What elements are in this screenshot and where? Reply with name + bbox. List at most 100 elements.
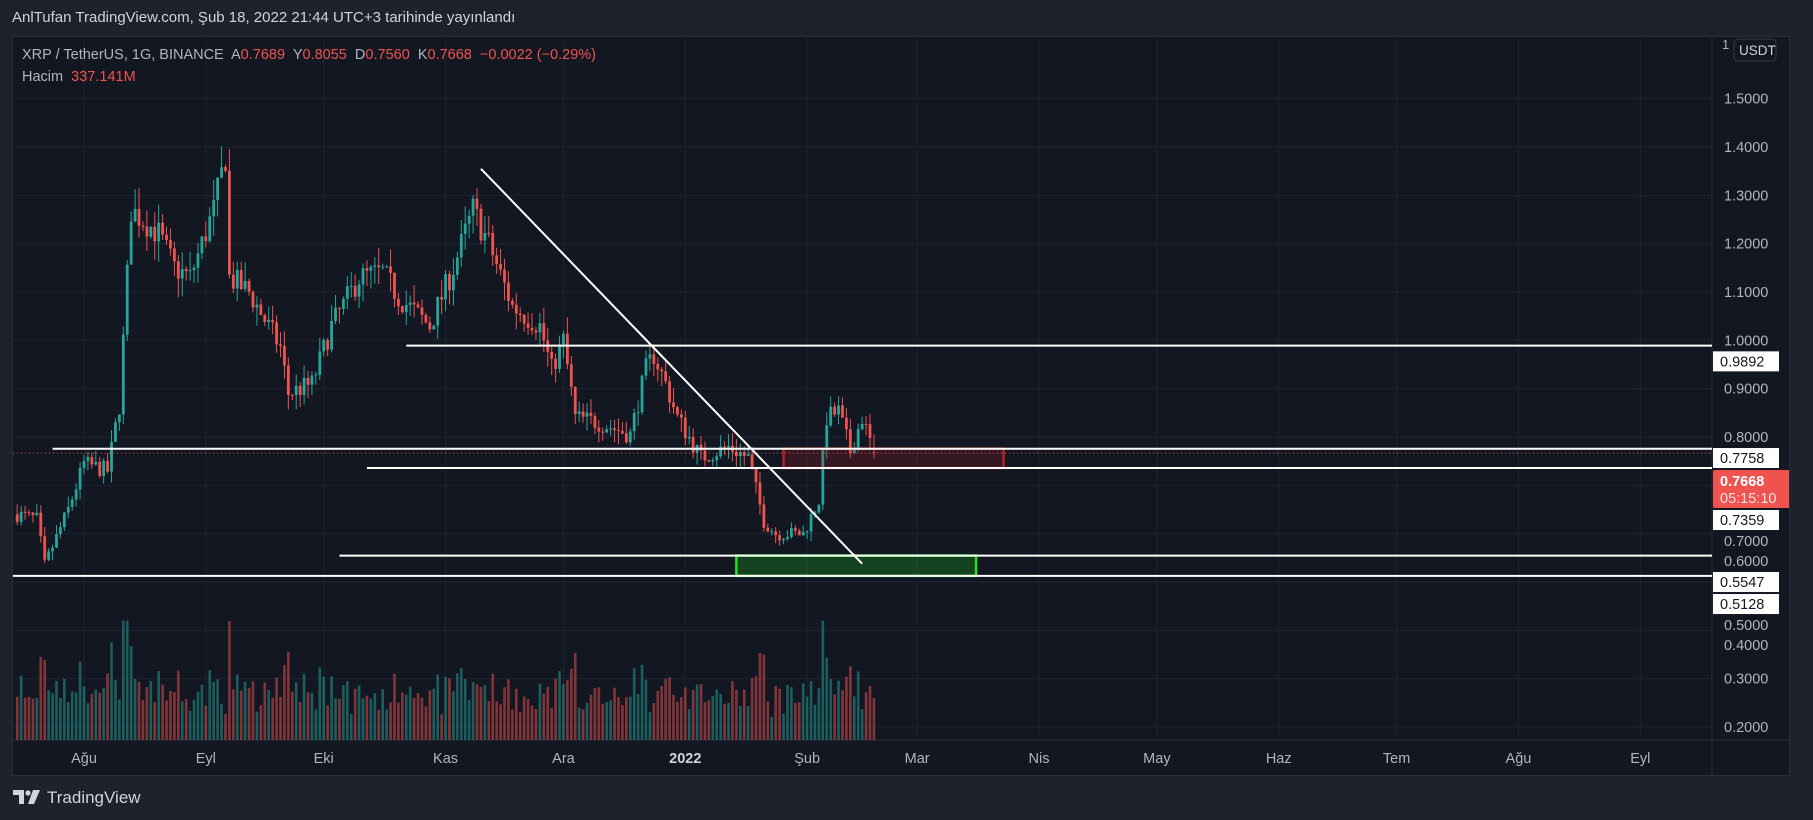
candle-body xyxy=(27,512,31,514)
volume-bar xyxy=(86,703,90,740)
candle-body xyxy=(121,334,125,415)
candle-body xyxy=(860,424,864,430)
volume-bar xyxy=(365,695,369,740)
level-label: 0.5128 xyxy=(1720,597,1764,613)
volume-bar xyxy=(294,682,298,740)
candle-body xyxy=(338,307,341,309)
volume-bar xyxy=(742,689,746,740)
close-label: K xyxy=(417,47,428,63)
volume-bar xyxy=(821,620,825,740)
candle-body xyxy=(404,304,408,313)
time-tick-label: Tem xyxy=(1383,751,1410,767)
candle-body xyxy=(35,512,39,516)
candle-body xyxy=(746,454,750,456)
volume-bar xyxy=(852,696,856,740)
volume-bar xyxy=(141,700,145,740)
bar-countdown-label: 05:15:10 xyxy=(1720,491,1776,507)
level-label: 0.9892 xyxy=(1720,354,1764,370)
symbol-title[interactable]: XRP / TetherUS, 1G, BINANCE xyxy=(22,47,224,63)
volume-bar xyxy=(161,684,164,740)
volume-bar xyxy=(290,691,294,740)
time-tick-label: Eki xyxy=(314,751,334,767)
candle-body xyxy=(805,531,809,533)
volume-bar xyxy=(526,699,530,740)
candle-body xyxy=(656,363,660,370)
candle-body xyxy=(562,333,565,345)
volume-bar xyxy=(220,703,223,740)
candle-body xyxy=(82,461,86,468)
candle-body xyxy=(459,233,463,258)
currency-label: USDT xyxy=(1739,43,1776,58)
candle-body xyxy=(581,411,585,417)
low-label: D xyxy=(354,47,366,63)
candle-body xyxy=(758,482,762,505)
candle-body xyxy=(436,296,440,326)
level-label-box xyxy=(1713,351,1779,372)
volume-bar xyxy=(255,711,259,740)
volume-bar xyxy=(864,692,868,740)
volume-bar xyxy=(204,705,208,740)
volume-bar xyxy=(605,701,608,740)
volume-bar xyxy=(27,696,31,740)
volume-bar xyxy=(283,665,286,740)
volume-bar xyxy=(271,697,274,740)
candle-body xyxy=(491,233,495,256)
volume-bar xyxy=(408,686,412,740)
candle-body xyxy=(471,198,475,216)
volume-bar xyxy=(298,702,302,740)
candle-body xyxy=(624,433,628,443)
volume-bar xyxy=(856,671,860,740)
volume-bar xyxy=(208,670,212,740)
candle-body xyxy=(216,177,220,200)
candle-body xyxy=(463,223,467,234)
price-tick-label: 1.1000 xyxy=(1724,285,1768,301)
candle-body xyxy=(577,411,581,414)
volume-bar xyxy=(809,681,813,740)
volume-bar xyxy=(70,691,74,740)
chart-pane[interactable]: 1 USDT 1.5000 1.4000 1.3000 1.2000 1.1000 1.000… xyxy=(12,36,1790,776)
volume-bar xyxy=(762,654,766,740)
volume-bar xyxy=(420,697,424,740)
candle-body xyxy=(786,536,789,539)
tradingview-logo[interactable]: TradingView xyxy=(13,788,141,808)
candle-body xyxy=(267,319,271,322)
level-label: 0.5547 xyxy=(1720,575,1764,591)
volume-bar xyxy=(648,712,652,740)
candle-body xyxy=(801,531,805,536)
candle-body xyxy=(825,425,829,451)
volume-bar xyxy=(149,681,153,740)
candle-body xyxy=(526,323,530,328)
candle-body xyxy=(153,226,157,242)
volume-bar xyxy=(440,714,443,740)
volume-bar xyxy=(247,688,251,740)
price-chart[interactable]: 1 USDT 1.5000 1.4000 1.3000 1.2000 1.1000 1.000… xyxy=(13,37,1789,775)
volume-bar xyxy=(589,694,593,740)
candle-body xyxy=(585,412,589,417)
candle-body xyxy=(864,424,868,426)
candle-body xyxy=(837,405,840,415)
candle-body xyxy=(172,248,176,262)
candle-body xyxy=(782,538,785,541)
volume-bar xyxy=(133,679,137,740)
volume-bar xyxy=(644,679,648,740)
tradingview-brand: TradingView xyxy=(47,788,141,807)
candle-body xyxy=(98,461,102,476)
volume-bar xyxy=(122,620,125,740)
trendline xyxy=(480,168,863,565)
volume-bar xyxy=(570,668,573,740)
candle-body xyxy=(518,313,522,315)
candle-body xyxy=(467,215,471,224)
currency-badge[interactable]: USDT xyxy=(1733,38,1777,62)
candle-body xyxy=(605,429,609,433)
candle-body xyxy=(145,226,149,237)
volume-bar xyxy=(699,684,703,740)
price-tick-label: 0.2000 xyxy=(1724,720,1768,736)
candle-body xyxy=(275,322,278,345)
candle-body xyxy=(648,354,652,359)
volume-bar xyxy=(766,701,770,740)
candle-body xyxy=(385,266,389,268)
candle-body xyxy=(589,412,593,416)
volume-bar xyxy=(829,679,832,740)
price-tick-label: 0.4000 xyxy=(1724,638,1768,654)
candle-body xyxy=(558,344,561,369)
